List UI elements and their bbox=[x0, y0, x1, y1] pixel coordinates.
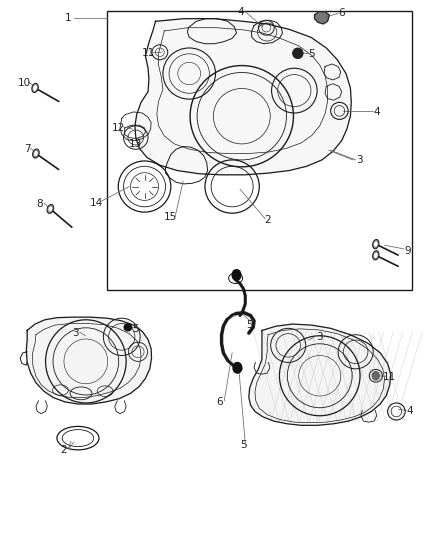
Text: 7: 7 bbox=[24, 144, 31, 154]
Ellipse shape bbox=[293, 48, 303, 59]
Text: 5: 5 bbox=[132, 325, 139, 334]
Text: 4: 4 bbox=[237, 7, 244, 17]
Text: 6: 6 bbox=[338, 9, 345, 18]
Ellipse shape bbox=[34, 151, 38, 156]
Ellipse shape bbox=[374, 253, 378, 258]
Text: 3: 3 bbox=[356, 155, 363, 165]
Circle shape bbox=[232, 270, 241, 280]
Text: 2: 2 bbox=[60, 446, 67, 455]
Text: 1: 1 bbox=[64, 13, 71, 22]
Polygon shape bbox=[26, 317, 152, 404]
Bar bbox=[107, 11, 412, 290]
Ellipse shape bbox=[124, 323, 132, 332]
Text: 12: 12 bbox=[112, 123, 125, 133]
Circle shape bbox=[372, 372, 379, 380]
Ellipse shape bbox=[32, 83, 38, 93]
Ellipse shape bbox=[47, 205, 54, 213]
Ellipse shape bbox=[33, 85, 37, 91]
Circle shape bbox=[233, 362, 242, 373]
Text: 2: 2 bbox=[264, 215, 271, 224]
Ellipse shape bbox=[32, 149, 39, 158]
Ellipse shape bbox=[374, 241, 378, 247]
Text: 5: 5 bbox=[246, 320, 253, 330]
Text: 14: 14 bbox=[90, 198, 103, 207]
Text: 6: 6 bbox=[216, 398, 223, 407]
Text: 11: 11 bbox=[382, 373, 396, 382]
Text: 15: 15 bbox=[164, 213, 177, 222]
Ellipse shape bbox=[49, 206, 52, 212]
Text: 3: 3 bbox=[72, 328, 79, 338]
Ellipse shape bbox=[373, 239, 379, 249]
Text: 3: 3 bbox=[316, 332, 323, 342]
Text: 4: 4 bbox=[373, 107, 380, 117]
Text: 9: 9 bbox=[404, 246, 411, 255]
Text: 8: 8 bbox=[36, 199, 43, 209]
Text: 5: 5 bbox=[240, 440, 247, 450]
Polygon shape bbox=[249, 324, 391, 425]
Text: 5: 5 bbox=[308, 50, 315, 59]
Text: 13: 13 bbox=[129, 139, 142, 149]
Polygon shape bbox=[314, 12, 329, 24]
Polygon shape bbox=[135, 19, 351, 175]
Text: 10: 10 bbox=[18, 78, 31, 87]
Ellipse shape bbox=[373, 251, 379, 260]
Text: 11: 11 bbox=[142, 49, 155, 58]
Text: 4: 4 bbox=[406, 407, 413, 416]
